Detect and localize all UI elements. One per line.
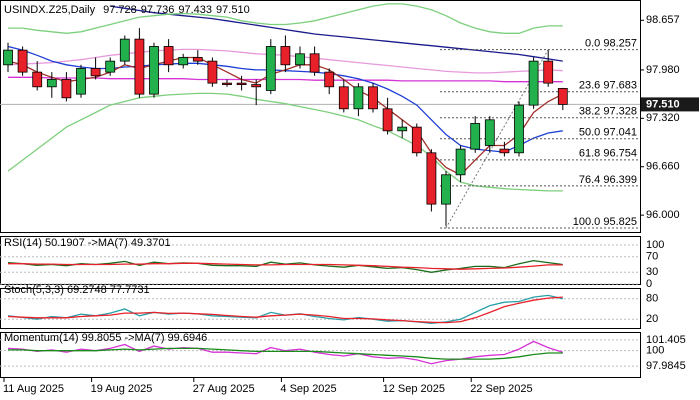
candle-body xyxy=(470,123,481,150)
indicator-line xyxy=(8,76,563,83)
candle-body xyxy=(309,53,320,73)
y-tick-label: 97.320 xyxy=(646,112,680,124)
ohlc-value: 97.728 xyxy=(103,4,137,16)
momentum-panel xyxy=(0,332,641,378)
current-price-box xyxy=(641,97,699,112)
candle-body xyxy=(207,60,218,84)
candle-body xyxy=(76,68,86,95)
candle-body xyxy=(3,49,13,66)
candle-body xyxy=(192,57,203,62)
candle-body xyxy=(455,148,466,176)
panel-title: Stoch(5,3,3) 69.2748 77.7731 xyxy=(4,284,150,296)
x-tick-label: 19 Aug 2025 xyxy=(91,383,153,395)
fib-label: 0.0 98.257 xyxy=(585,38,637,50)
fib-label: 50.0 97.041 xyxy=(579,127,637,139)
candle-body xyxy=(149,46,159,95)
y-tick-label: 97.980 xyxy=(646,64,680,76)
candle-body xyxy=(222,82,232,85)
candle-body xyxy=(178,57,189,66)
candle-body xyxy=(251,84,262,88)
y-tick-label: 0 xyxy=(646,278,652,290)
x-tick-label: 12 Sep 2025 xyxy=(383,383,445,395)
x-tick-label: 11 Aug 2025 xyxy=(3,383,64,395)
candle-body xyxy=(353,86,364,110)
candle-body xyxy=(499,148,510,154)
candle-body xyxy=(382,108,393,132)
panel-title: RSI(14) 50.1907 ->MA(7) 49.3701 xyxy=(4,237,171,249)
y-tick-label: 80 xyxy=(646,293,658,305)
y-tick-label: 100 xyxy=(646,239,664,251)
y-tick-label: 97.9845 xyxy=(646,360,686,372)
fib-label: 76.4 96.399 xyxy=(579,174,637,186)
candle-body xyxy=(17,49,28,73)
x-tick-label: 27 Aug 2025 xyxy=(193,383,255,395)
candle-body xyxy=(324,71,335,88)
y-tick-label: 96.000 xyxy=(646,209,680,221)
candle-body xyxy=(514,104,524,154)
candle-body xyxy=(484,119,495,146)
candle-body xyxy=(411,126,422,154)
y-tick-label: 96.660 xyxy=(646,161,680,173)
symbol: USINDX.Z25,Daily xyxy=(4,4,96,16)
fib-label: 38.2 97.328 xyxy=(579,106,637,118)
candle-body xyxy=(397,126,408,132)
y-tick-label: 98.657 xyxy=(646,14,680,26)
ohlc-value: 97.510 xyxy=(216,4,250,16)
stoch-panel xyxy=(0,288,641,329)
fib-label: 100.0 95.825 xyxy=(573,216,637,228)
candle-body xyxy=(236,82,247,85)
ohlc-value: 97.736 xyxy=(141,4,175,16)
indicator-line xyxy=(7,296,563,324)
fib-label: 23.6 97.683 xyxy=(579,80,637,92)
ohlc-value: 97.433 xyxy=(178,4,212,16)
y-tick-label: 30 xyxy=(646,266,658,278)
y-tick-label: 101.405 xyxy=(646,334,686,346)
fib-label: 61.8 96.754 xyxy=(579,148,637,160)
indicator-line xyxy=(8,3,563,34)
panel-title: Momentum(14) 99.8055 ->MA(7) 99.6946 xyxy=(4,332,207,344)
candle-body xyxy=(46,79,57,88)
candle-body xyxy=(119,38,130,62)
candle-body xyxy=(543,60,554,84)
y-tick-label: 100 xyxy=(646,345,664,357)
candle-body xyxy=(280,46,291,66)
x-tick-label: 4 Sep 2025 xyxy=(280,383,336,395)
candle-body xyxy=(368,86,378,110)
y-tick-label: 70 xyxy=(646,251,658,263)
x-tick-label: 22 Sep 2025 xyxy=(470,383,532,395)
candle-body xyxy=(426,152,437,205)
indicator-line xyxy=(110,5,563,62)
candle-body xyxy=(528,60,539,106)
candle-body xyxy=(441,174,451,205)
candle-body xyxy=(32,71,43,88)
candle-body xyxy=(338,86,349,110)
main-panel xyxy=(0,0,641,233)
candle-body xyxy=(265,46,276,91)
candle-body xyxy=(295,53,305,66)
y-tick-label: 20 xyxy=(646,313,658,325)
candle-body xyxy=(557,88,568,105)
candle-body xyxy=(61,79,72,99)
candle-body xyxy=(105,60,116,73)
indicator-line xyxy=(8,262,563,270)
candle-body xyxy=(163,46,174,66)
candle-body xyxy=(134,38,145,95)
chart-title: USINDX.Z25,Daily 97.728 97.736 97.433 97.510 xyxy=(4,4,250,16)
candle-body xyxy=(90,68,101,77)
indicator-line xyxy=(8,347,563,360)
current-price-label: 97.510 xyxy=(646,98,680,110)
